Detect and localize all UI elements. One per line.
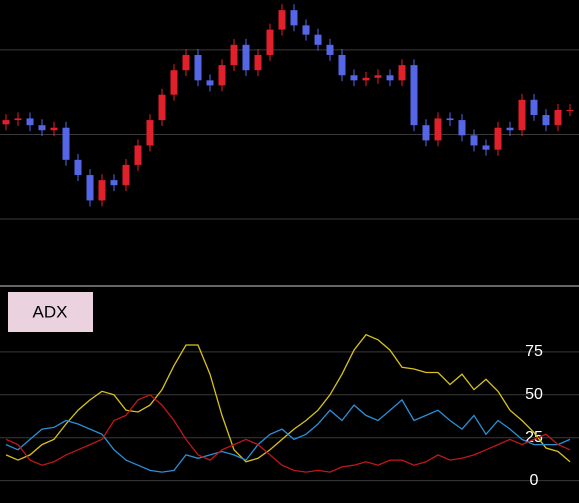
candle-body	[374, 75, 382, 78]
candle-body	[530, 99, 538, 116]
candle-body	[122, 164, 130, 186]
candle-body	[410, 65, 418, 126]
candle-body	[338, 54, 346, 76]
candle-body	[314, 34, 322, 45]
indicator-label: ADX	[33, 302, 68, 321]
candle-body	[206, 80, 214, 86]
candle-body	[458, 120, 466, 136]
candle-body	[554, 109, 562, 126]
candle-body	[218, 65, 226, 86]
candle-body	[170, 70, 178, 95]
candle-body	[230, 44, 238, 66]
candle-body	[14, 118, 22, 121]
candle-body	[422, 125, 430, 141]
candle-body	[398, 65, 406, 81]
y-tick-label: 0	[530, 472, 539, 489]
candle-body	[386, 75, 394, 81]
series-line	[5, 394, 571, 473]
y-tick-label: 50	[525, 386, 543, 403]
candle-body	[302, 25, 310, 35]
candle-body	[74, 159, 82, 176]
candle-body	[50, 127, 58, 131]
candle-body	[266, 29, 274, 55]
candle-body	[194, 54, 202, 81]
candle-body	[494, 127, 502, 150]
candle-body	[254, 54, 262, 71]
candle-body	[134, 145, 142, 165]
candle-body	[446, 118, 454, 121]
candle-body	[506, 127, 514, 131]
adx-panel: 0 25 50 75	[0, 333, 579, 489]
series-line	[5, 398, 571, 473]
candle-body	[146, 120, 154, 146]
candle-body	[350, 75, 358, 81]
candle-body	[86, 175, 94, 201]
candle-body	[98, 180, 106, 201]
candle-body	[518, 99, 526, 131]
candle-body	[434, 118, 442, 141]
candle-body	[278, 10, 286, 30]
candle-body	[290, 10, 298, 26]
y-tick-label: 75	[525, 343, 543, 360]
y-tick-label: 25	[525, 429, 543, 446]
candle-body	[326, 44, 334, 55]
candle-body	[242, 44, 250, 71]
indicator-label-box	[8, 292, 93, 332]
candle-body	[470, 135, 478, 146]
candle-body	[26, 118, 34, 126]
candle-body	[158, 94, 166, 121]
candle-body	[2, 120, 10, 125]
candle-body	[182, 54, 190, 71]
candle-body	[62, 127, 70, 160]
candle-body	[38, 125, 46, 131]
price-panel	[0, 4, 579, 220]
candle-body	[362, 77, 370, 81]
candle-body	[110, 180, 118, 186]
candle-body	[566, 109, 574, 111]
candle-body	[482, 145, 490, 150]
candle-body	[542, 115, 550, 126]
